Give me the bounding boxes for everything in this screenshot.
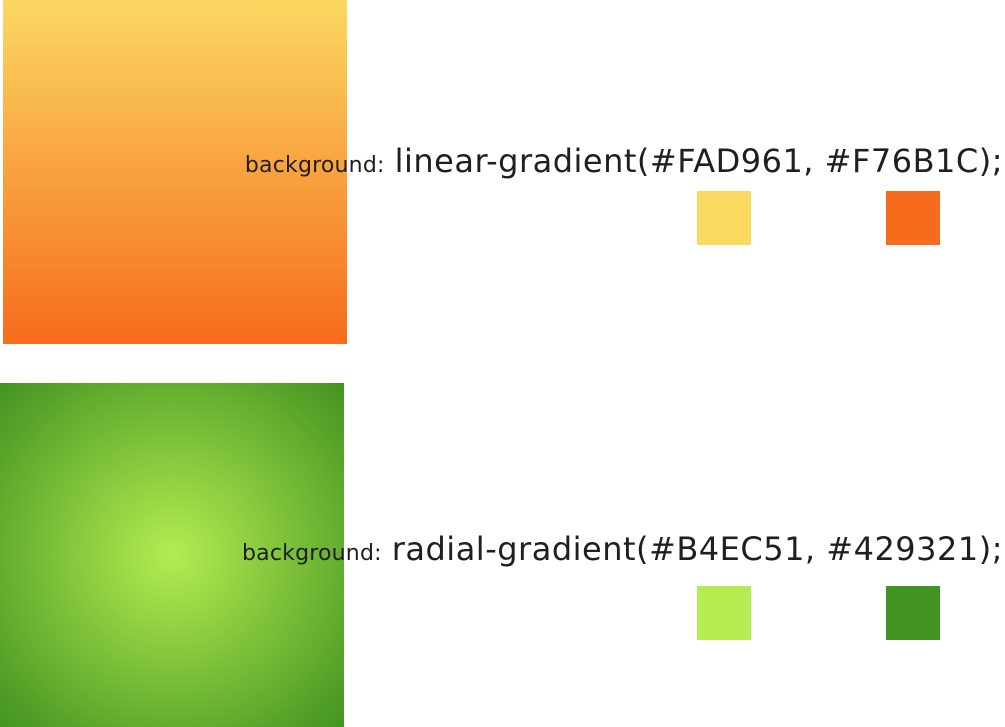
radial-end-color-swatch: [886, 586, 940, 640]
linear-start-color-swatch: [697, 191, 751, 245]
radial-property-value: radial-gradient(#B4EC51, #429321);: [391, 530, 1003, 568]
linear-property-value: linear-gradient(#FAD961, #F76B1C);: [394, 142, 1003, 180]
linear-gradient-preview: [3, 0, 347, 344]
radial-start-color-swatch: [697, 586, 751, 640]
radial-gradient-preview: [0, 383, 344, 727]
radial-property-label: background:: [241, 541, 382, 566]
linear-property-label: background:: [244, 153, 385, 178]
linear-end-color-swatch: [886, 191, 940, 245]
linear-gradient-code: background: linear-gradient(#FAD961, #F7…: [245, 142, 1003, 180]
radial-gradient-code: background: radial-gradient(#B4EC51, #42…: [242, 530, 1003, 568]
